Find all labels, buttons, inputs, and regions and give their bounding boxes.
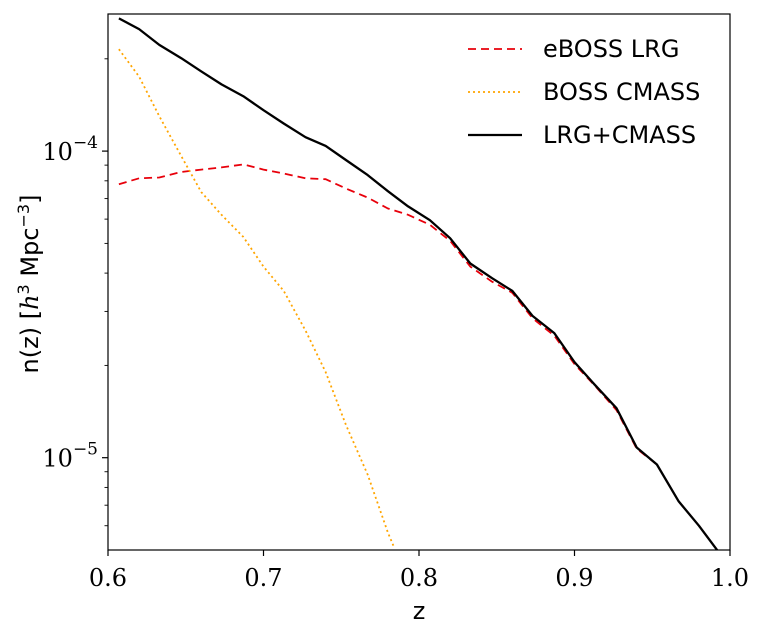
x-tick-label: 0.8 [400,564,438,592]
x-axis: 0.6 0.7 0.8 0.9 1.0 [89,550,749,592]
legend: eBOSS LRG BOSS CMASS LRG+CMASS [468,35,700,149]
series-line-boss-cmass [118,48,395,548]
series-layer [118,17,719,550]
y-label-h-exponent: 3 [14,284,33,294]
y-label-mpc-exponent: −3 [14,204,33,228]
x-axis-label: z [413,597,426,625]
y-tick-label: 10−4 [42,133,98,166]
x-tick-label: 0.7 [244,564,282,592]
series-line-lrg-cmass [118,17,719,550]
legend-label: BOSS CMASS [543,78,700,106]
y-label-h: h [16,294,44,309]
y-label-base: n(z) [ [16,310,44,374]
y-tick-label: 10−5 [42,440,98,473]
legend-label: eBOSS LRG [543,35,679,63]
y-axis-label: n(z) [h3 Mpc−3] [14,195,44,374]
y-axis: 10−410−5 [42,133,108,473]
y-label-close: ] [16,195,44,204]
y-label-mpc: Mpc [16,228,44,285]
y-tick-exponent: −4 [73,133,98,153]
y-tick-base: 10 [42,445,73,473]
x-tick-label: 0.9 [555,564,593,592]
legend-label: LRG+CMASS [543,121,696,149]
y-tick-exponent: −5 [73,440,98,460]
x-tick-label: 0.6 [89,564,127,592]
y-tick-base: 10 [42,138,73,166]
series-line-eboss-lrg [118,163,719,550]
x-tick-label: 1.0 [711,564,749,592]
